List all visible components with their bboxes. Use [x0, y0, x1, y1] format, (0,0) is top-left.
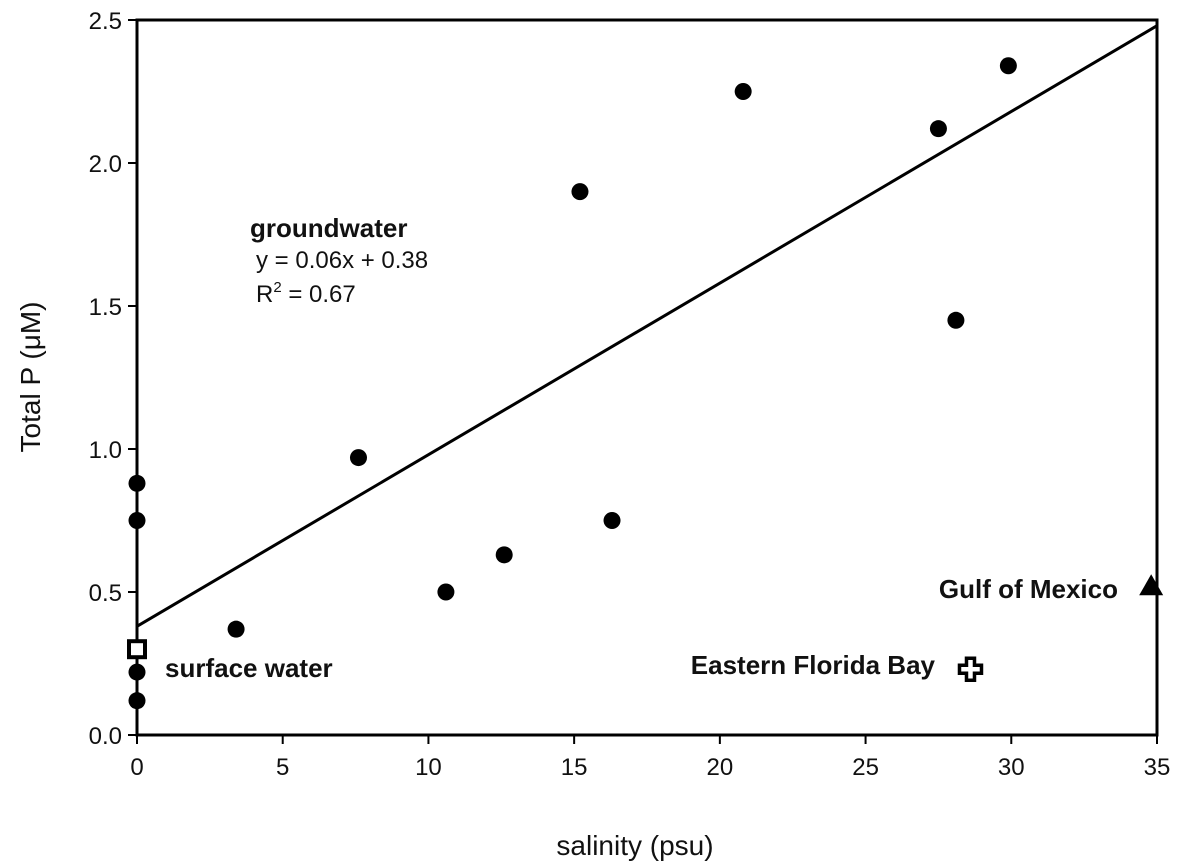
r-squared-suffix: = 0.67 — [282, 281, 356, 308]
data-point — [929, 120, 947, 138]
trendline-group — [136, 24, 1158, 628]
data-point — [227, 620, 245, 638]
r-squared-label: R2 = 0.67 — [256, 279, 356, 308]
data-point — [571, 183, 589, 201]
y-tick-label: 2.0 — [89, 151, 122, 178]
data-point — [128, 692, 146, 710]
plot-frame — [135, 18, 1159, 737]
data-point — [947, 311, 965, 329]
y-tick-label: 0.0 — [89, 723, 122, 750]
x-tick-label: 35 — [1144, 754, 1171, 781]
data-point — [128, 663, 146, 681]
x-tick-label: 15 — [561, 754, 588, 781]
x-tick-label: 25 — [852, 754, 879, 781]
surface-water-label: surface water — [165, 653, 333, 683]
regression-line — [136, 24, 1158, 628]
data-point — [603, 512, 621, 529]
x-tick-label: 10 — [415, 754, 442, 781]
data-point — [349, 449, 367, 467]
y-tick-label: 1.0 — [89, 437, 122, 464]
x-tick-label: 30 — [998, 754, 1025, 781]
eastern-florida-bay-point — [957, 656, 984, 682]
eastern-florida-bay-label: Eastern Florida Bay — [691, 650, 936, 680]
data-point — [734, 83, 752, 100]
y-axis-title: Total P (μM) — [15, 302, 46, 453]
r-squared-prefix: R — [256, 281, 273, 308]
x-tick-label: 5 — [276, 754, 289, 781]
data-points — [127, 57, 1164, 710]
data-point — [437, 583, 455, 601]
data-point — [128, 512, 146, 529]
groundwater-label: groundwater — [250, 213, 407, 243]
gulf-of-mexico-label: Gulf of Mexico — [939, 574, 1118, 604]
surface-water-point — [127, 639, 147, 660]
data-point — [128, 474, 146, 492]
data-point — [495, 546, 513, 564]
x-tick-label: 20 — [707, 754, 734, 781]
y-tick-label: 1.5 — [89, 294, 122, 321]
x-axis-title: salinity (psu) — [556, 830, 713, 861]
y-tick-label: 2.5 — [89, 8, 122, 35]
r-squared-superscript: 2 — [273, 279, 281, 296]
y-tick-label: 0.5 — [89, 580, 122, 607]
x-tick-label: 0 — [130, 754, 143, 781]
y-axis-ticks: 0.0 0.5 1.0 1.5 2.0 2.5 — [89, 8, 137, 750]
x-axis-ticks: 0 5 10 15 20 25 30 35 — [130, 735, 1170, 781]
gulf-of-mexico-point — [1139, 574, 1164, 596]
regression-equation: y = 0.06x + 0.38 — [256, 247, 428, 274]
data-point — [999, 57, 1017, 75]
